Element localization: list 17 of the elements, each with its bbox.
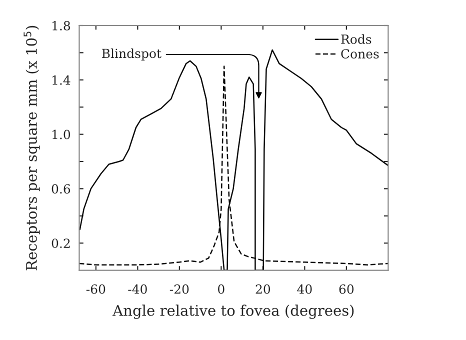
x-tick-label: 20 [256,284,270,294]
y-tick-label: 0.6 [52,184,70,194]
y-tick-label: 1.0 [52,130,70,140]
y-axis-title: Receptors per square mm (x 10$^{5}$) [24,26,40,270]
x-tick-label: -40 [128,284,147,294]
annotation: Blindspot [102,48,162,61]
legend-label: Cones [341,49,379,59]
x-axis-title: Angle relative to fovea (degrees) [112,304,354,319]
legend-label: Rods [341,34,372,44]
y-tick-label: 1.8 [52,20,70,30]
x-tick-label: 0 [218,284,224,294]
x-tick-label: -20 [170,284,189,294]
x-tick-label: 60 [339,284,354,294]
x-tick-label: -60 [86,284,106,294]
x-tick-label: 40 [297,284,312,294]
y-tick-label: 0.2 [52,238,70,248]
y-tick-label: 1.4 [52,75,70,85]
